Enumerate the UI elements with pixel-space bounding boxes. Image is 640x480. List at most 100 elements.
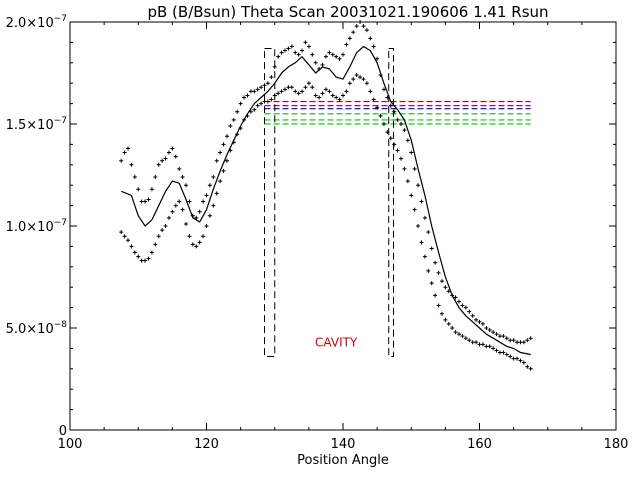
data-point	[235, 109, 240, 114]
cavity-boundary-box	[264, 48, 276, 358]
data-point	[136, 187, 141, 192]
data-point	[487, 328, 492, 333]
data-point	[282, 87, 287, 92]
data-point	[480, 321, 485, 326]
data-point	[344, 42, 349, 47]
data-point	[361, 77, 366, 82]
data-point	[388, 136, 393, 141]
data-point	[310, 85, 315, 90]
data-point	[228, 124, 233, 129]
data-point	[511, 356, 516, 361]
data-point	[487, 344, 492, 349]
data-point	[494, 332, 499, 337]
data-point	[375, 105, 380, 110]
y-tick-mantissa: 1.0×10	[6, 220, 54, 235]
data-point	[303, 85, 308, 90]
data-point	[453, 295, 458, 300]
data-point	[409, 193, 414, 198]
y-tick-exponent: −7	[54, 116, 67, 126]
data-point	[221, 142, 226, 147]
data-point	[460, 303, 465, 308]
x-tick-label: 160	[467, 437, 492, 452]
data-point	[395, 148, 400, 153]
data-point	[149, 187, 154, 192]
data-point	[289, 44, 294, 49]
data-point	[173, 154, 178, 159]
data-point	[300, 89, 305, 94]
data-point	[334, 95, 339, 100]
data-point	[515, 340, 520, 345]
data-point	[364, 28, 369, 33]
data-point	[303, 40, 308, 45]
data-point	[136, 254, 141, 259]
data-point	[293, 89, 298, 94]
data-point	[463, 305, 468, 310]
data-point	[409, 150, 414, 155]
data-point	[242, 95, 247, 100]
plot-frame	[69, 21, 617, 431]
y-tick-exponent: −7	[54, 14, 67, 24]
data-point	[515, 356, 520, 361]
data-point	[245, 93, 250, 98]
data-point	[480, 342, 485, 347]
smooth-curve-layer	[120, 45, 531, 356]
data-point	[187, 234, 192, 239]
data-point	[497, 334, 502, 339]
data-point	[419, 199, 424, 204]
data-point	[416, 183, 421, 188]
data-point	[173, 203, 178, 208]
data-point	[224, 158, 229, 163]
data-point	[119, 158, 124, 163]
data-point	[211, 203, 216, 208]
data-point	[521, 360, 526, 365]
data-point	[392, 109, 397, 114]
cavity-annotation: CAVITY	[315, 335, 358, 349]
data-point	[129, 244, 134, 249]
reference-lines	[264, 100, 531, 125]
data-point	[412, 166, 417, 171]
data-point	[201, 234, 206, 239]
data-point	[129, 162, 134, 167]
data-point	[518, 340, 523, 345]
data-point	[491, 330, 496, 335]
data-point	[252, 89, 257, 94]
data-point	[354, 24, 359, 29]
data-point	[467, 309, 472, 314]
data-point	[330, 52, 335, 57]
data-point	[491, 346, 496, 351]
data-point	[248, 89, 253, 94]
data-point	[156, 234, 161, 239]
data-point	[426, 268, 431, 273]
data-point	[122, 150, 127, 155]
data-point	[197, 209, 202, 214]
data-point	[443, 317, 448, 322]
data-point	[259, 101, 264, 106]
data-point	[436, 270, 441, 275]
data-point	[429, 246, 434, 251]
y-tick-mantissa: 2.0×10	[6, 16, 54, 31]
data-point	[463, 336, 468, 341]
data-point	[320, 91, 325, 96]
data-point	[259, 85, 264, 90]
data-point	[494, 348, 499, 353]
chart-title: pB (B/Bsun) Theta Scan 20031021.190606 1…	[147, 3, 548, 21]
data-point	[139, 199, 144, 204]
data-point	[381, 122, 386, 126]
data-point	[282, 48, 287, 53]
data-point	[344, 89, 349, 94]
data-point	[518, 358, 523, 363]
data-point	[143, 258, 148, 263]
data-point	[180, 207, 185, 212]
data-point	[457, 332, 462, 337]
data-point	[399, 156, 404, 161]
data-point	[351, 77, 356, 82]
data-point	[170, 146, 175, 151]
data-point	[460, 334, 465, 339]
data-point	[231, 117, 236, 122]
data-point	[262, 99, 267, 104]
data-point	[269, 75, 274, 80]
data-point	[528, 336, 533, 341]
data-point	[238, 101, 243, 106]
boundary-boxes	[264, 48, 395, 358]
data-point	[289, 85, 294, 90]
